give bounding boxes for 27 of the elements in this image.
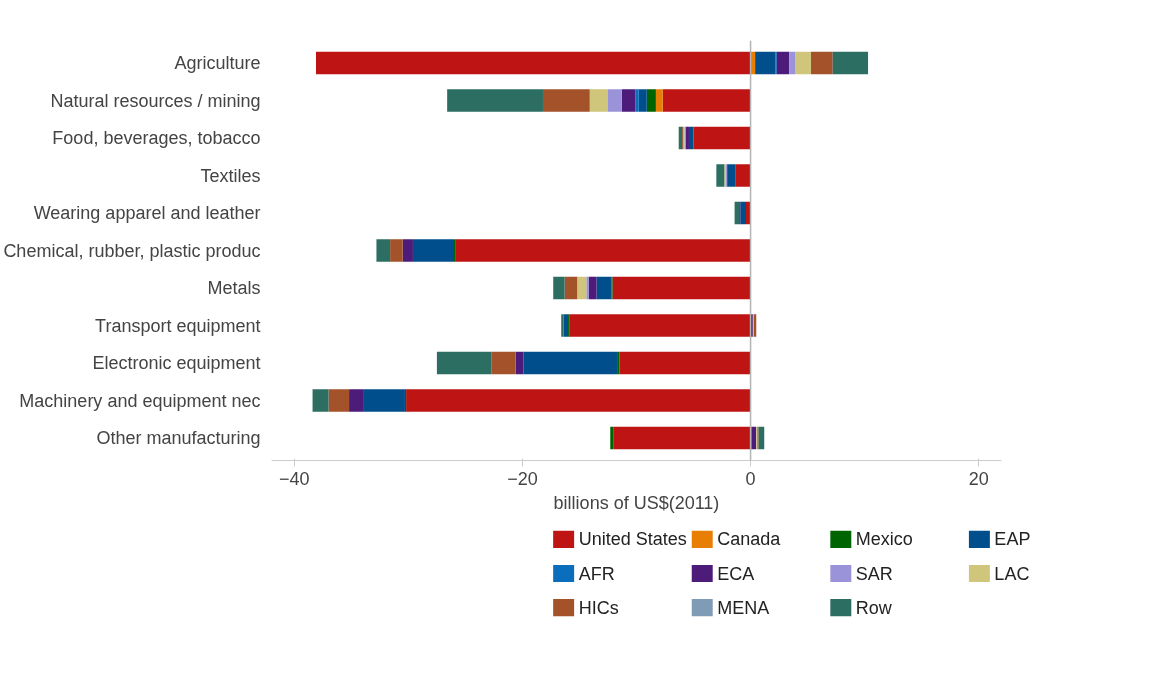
x-tick-label: −40 bbox=[279, 468, 310, 489]
legend-label: Row bbox=[855, 597, 893, 618]
y-tick-label: Transport equipment bbox=[95, 315, 261, 336]
y-tick-label: Textiles bbox=[200, 165, 261, 186]
x-axis-title: billions of US$(2011) bbox=[553, 492, 720, 513]
y-tick-label: Machinery and equipment nec bbox=[19, 390, 261, 411]
y-tick-label: Natural resources / mining bbox=[50, 90, 261, 111]
x-tick-label: 0 bbox=[745, 468, 756, 489]
y-tick-label: Metals bbox=[207, 278, 261, 298]
y-tick-label: Other manufacturing bbox=[96, 428, 261, 448]
legend-label: LAC bbox=[994, 563, 1030, 584]
legend-label: HICs bbox=[578, 597, 619, 618]
y-tick-label: Agriculture bbox=[174, 53, 261, 73]
x-tick-label: −20 bbox=[507, 468, 538, 489]
legend-label: United States bbox=[578, 529, 687, 550]
x-tick-label: 20 bbox=[968, 468, 989, 489]
legend-label: EAP bbox=[994, 529, 1031, 550]
y-tick-label: Chemical, rubber, plastic produc bbox=[3, 240, 261, 261]
y-tick-label: Wearing apparel and leather bbox=[33, 203, 261, 223]
legend-label: Mexico bbox=[855, 529, 913, 550]
y-tick-label: Electronic equipment bbox=[92, 353, 261, 373]
legend-label: AFR bbox=[578, 563, 615, 584]
y-tick-label: Food, beverages, tobacco bbox=[52, 128, 261, 148]
legend-label: Canada bbox=[717, 529, 782, 550]
legend-label: ECA bbox=[717, 563, 755, 584]
legend-label: SAR bbox=[855, 563, 893, 584]
legend-label: MENA bbox=[717, 597, 770, 618]
